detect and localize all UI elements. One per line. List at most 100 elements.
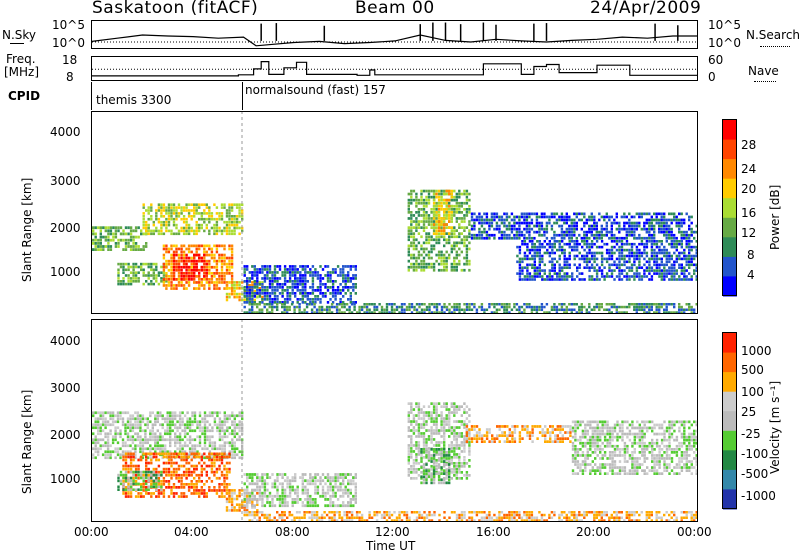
velocity-cell-3	[230, 489, 234, 492]
power-cell-11	[460, 308, 464, 311]
power-cell-1	[162, 206, 166, 209]
power-cell-7	[458, 247, 461, 251]
power-cell-7	[453, 262, 456, 266]
power-cell-0	[107, 242, 110, 245]
power-cell-1	[233, 232, 236, 236]
power-cell-6	[288, 292, 292, 295]
velocity-cell-1	[172, 452, 176, 456]
velocity-cell-0	[129, 444, 132, 448]
power-cell-5	[235, 281, 239, 284]
power-cell-10	[600, 260, 604, 264]
velocity-cell-4	[276, 473, 279, 476]
power-cell-10	[678, 240, 681, 243]
power-cell-7	[410, 253, 413, 257]
velocity-cell-0	[119, 456, 122, 460]
power-cell-6	[283, 280, 287, 283]
velocity-cell-4	[288, 491, 292, 495]
velocity-cell-0	[233, 429, 236, 433]
power-cell-0	[109, 232, 113, 236]
velocity-cell-0	[186, 432, 189, 436]
power-cell-9	[673, 233, 676, 237]
power-cell-1	[235, 220, 239, 224]
power-cell-7	[432, 265, 436, 269]
power-cell-9	[523, 218, 526, 222]
power-cell-9	[565, 215, 568, 219]
power-cell-8	[437, 220, 441, 223]
velocity-cell-0	[159, 435, 162, 439]
power-cell-7	[430, 195, 433, 199]
power-cell-2	[142, 262, 145, 266]
velocity-cell-1	[210, 464, 214, 468]
power-cell-9	[643, 236, 646, 240]
velocity-cell-4	[283, 504, 287, 508]
power-cell-7	[445, 250, 448, 254]
velocity-cell-0	[119, 411, 122, 415]
power-cell-0	[127, 226, 130, 230]
power-cb-swatch	[723, 217, 737, 238]
power-cell-10	[595, 263, 599, 267]
velocity-cell-4	[281, 488, 284, 492]
power-cell-11	[428, 311, 431, 314]
power-cell-6	[246, 295, 249, 298]
power-cell-11	[650, 303, 653, 306]
power-cell-7	[450, 250, 453, 254]
power-cell-9	[470, 224, 474, 228]
velocity-cell-1	[182, 470, 186, 474]
power-cell-9	[638, 215, 641, 219]
velocity-cell-1	[198, 461, 201, 465]
power-cell-7	[458, 262, 461, 266]
power-cell-0	[107, 248, 110, 251]
power-cell-1	[220, 217, 224, 221]
power-cb-swatch	[723, 159, 737, 180]
power-cell-4	[205, 275, 208, 278]
power-cell-9	[640, 236, 643, 240]
power-cell-9	[500, 233, 504, 237]
velocity-cell-2	[152, 470, 155, 474]
power-cb-swatch	[723, 120, 737, 141]
velocity-cell-0	[94, 417, 97, 421]
velocity-cell-4	[288, 488, 292, 492]
power-cell-7	[430, 217, 433, 220]
velocity-cell-4	[268, 494, 272, 498]
velocity-cell-1	[215, 452, 219, 456]
power-cell-10	[546, 278, 549, 281]
power-cell-1	[215, 212, 219, 215]
power-cell-10	[593, 254, 596, 258]
power-cell-9	[625, 233, 628, 237]
power-cell-3	[182, 244, 186, 248]
power-cell-6	[253, 301, 256, 304]
power-cell-6	[251, 277, 254, 280]
velocity-cell-1	[187, 470, 191, 474]
power-cell-7	[453, 232, 456, 235]
power-cell-10	[563, 251, 566, 255]
power-cell-7	[455, 262, 458, 266]
power-cell-9	[610, 233, 613, 237]
power-cell-11	[663, 308, 666, 311]
velocity-cell-1	[185, 458, 188, 462]
velocity-cell-4	[294, 479, 297, 483]
velocity-cell-0	[131, 441, 135, 445]
power-cell-6	[334, 295, 337, 298]
power-cell-6	[299, 298, 302, 301]
power-cell-10	[655, 240, 659, 243]
power-cell-10	[590, 242, 594, 246]
power-cell-10	[620, 251, 624, 255]
velocity-cell-4	[278, 498, 282, 501]
power-cell-9	[688, 236, 691, 240]
power-cell-11	[508, 303, 511, 306]
power-cell-10	[683, 248, 686, 252]
power-cell-7	[435, 259, 438, 263]
power-cell-11	[393, 303, 396, 306]
power-cell-6	[286, 289, 289, 292]
power-cell-0	[109, 248, 113, 251]
power-cell-9	[480, 215, 484, 219]
velocity-cell-0	[159, 447, 162, 451]
power-cell-7	[460, 204, 463, 208]
velocity-cell-0	[186, 417, 189, 421]
velocity-panel	[91, 319, 698, 522]
power-cell-4	[203, 259, 206, 263]
power-cell-3	[170, 287, 173, 290]
power-cell-7	[410, 223, 413, 226]
power-cell-11	[435, 311, 439, 314]
power-cell-11	[673, 311, 676, 314]
